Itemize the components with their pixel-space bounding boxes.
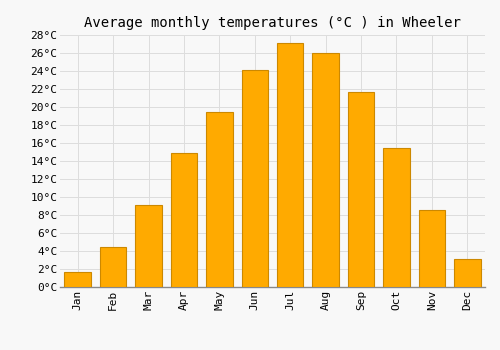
- Bar: [100, 247, 126, 287]
- Bar: [242, 70, 268, 287]
- Bar: [383, 148, 409, 287]
- Title: Average monthly temperatures (°C ) in Wheeler: Average monthly temperatures (°C ) in Wh…: [84, 16, 461, 30]
- Bar: [454, 259, 480, 287]
- Bar: [170, 153, 197, 287]
- Bar: [418, 210, 445, 287]
- Bar: [64, 272, 91, 287]
- Bar: [277, 43, 303, 287]
- Bar: [136, 205, 162, 287]
- Bar: [206, 112, 233, 287]
- Bar: [312, 53, 339, 287]
- Bar: [348, 92, 374, 287]
